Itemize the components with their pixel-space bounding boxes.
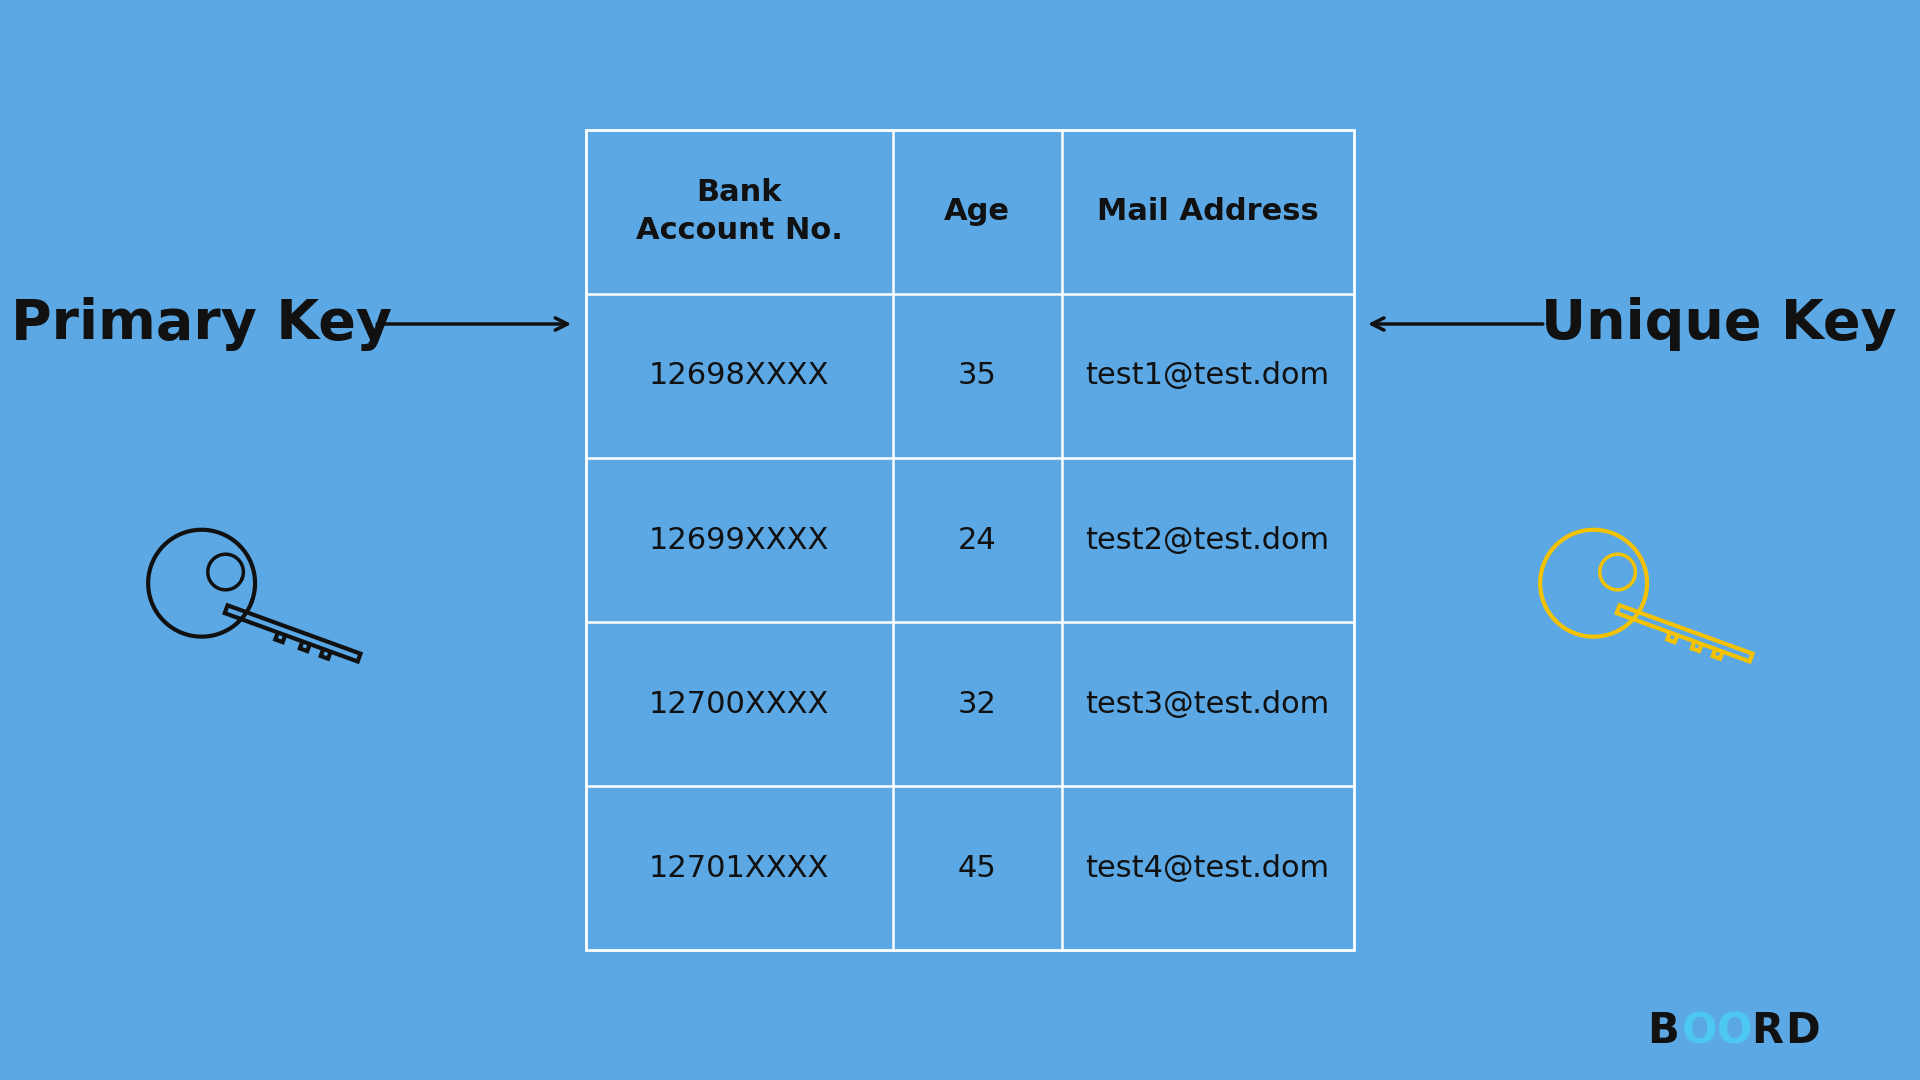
Text: D: D (1786, 1011, 1820, 1052)
Text: O: O (1716, 1011, 1751, 1052)
Text: Mail Address: Mail Address (1096, 198, 1319, 226)
Text: test2@test.dom: test2@test.dom (1085, 526, 1331, 554)
Text: 12699XXXX: 12699XXXX (649, 526, 829, 554)
Text: B: B (1647, 1011, 1680, 1052)
Text: Primary Key: Primary Key (12, 297, 392, 351)
Text: 12700XXXX: 12700XXXX (649, 690, 829, 718)
Text: 12698XXXX: 12698XXXX (649, 362, 829, 390)
Text: Unique Key: Unique Key (1540, 297, 1897, 351)
Text: test1@test.dom: test1@test.dom (1085, 362, 1331, 390)
Text: R: R (1751, 1011, 1784, 1052)
Text: O: O (1682, 1011, 1716, 1052)
Text: 12701XXXX: 12701XXXX (649, 854, 829, 882)
Text: 24: 24 (958, 526, 996, 554)
Text: test3@test.dom: test3@test.dom (1085, 690, 1331, 718)
Text: 35: 35 (958, 362, 996, 390)
Text: 32: 32 (958, 690, 996, 718)
Text: Bank
Account No.: Bank Account No. (636, 178, 843, 245)
Text: test4@test.dom: test4@test.dom (1085, 854, 1331, 882)
Text: 45: 45 (958, 854, 996, 882)
Text: Age: Age (945, 198, 1010, 226)
Bar (586, 130, 1354, 950)
